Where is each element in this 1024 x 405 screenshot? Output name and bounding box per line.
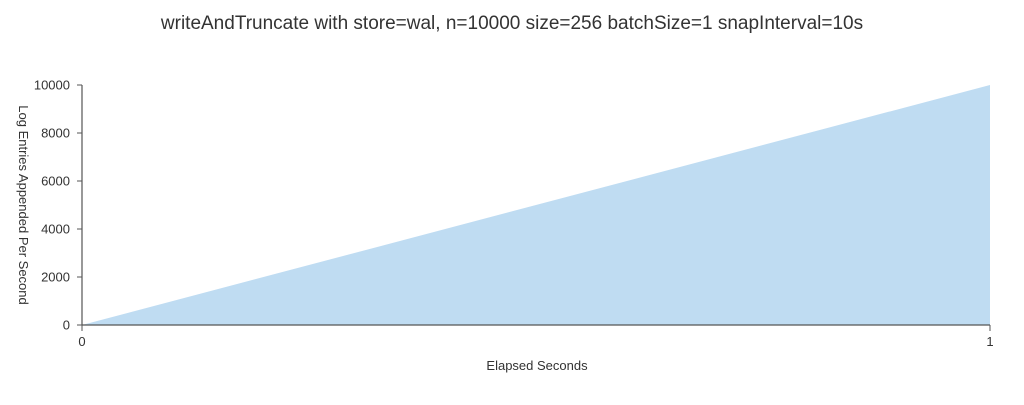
x-tick-label: 0 <box>78 334 85 349</box>
y-tick-label: 2000 <box>41 270 70 285</box>
area-series-0 <box>82 85 990 325</box>
area-layer <box>82 85 990 325</box>
x-axis-title: Elapsed Seconds <box>486 358 588 373</box>
y-tick-label: 10000 <box>34 78 70 93</box>
y-tick-label: 0 <box>63 318 70 333</box>
y-tick-label: 6000 <box>41 174 70 189</box>
x-tick-label: 1 <box>986 334 993 349</box>
y-tick-label: 8000 <box>41 126 70 141</box>
axis-layer <box>81 85 990 326</box>
y-tick-label: 4000 <box>41 222 70 237</box>
tick-layer: 0 2000 4000 6000 8000 10000 0 1 <box>34 78 994 350</box>
y-axis-title: Log Entries Appended Per Second <box>16 105 31 304</box>
chart-title: writeAndTruncate with store=wal, n=10000… <box>160 13 863 34</box>
